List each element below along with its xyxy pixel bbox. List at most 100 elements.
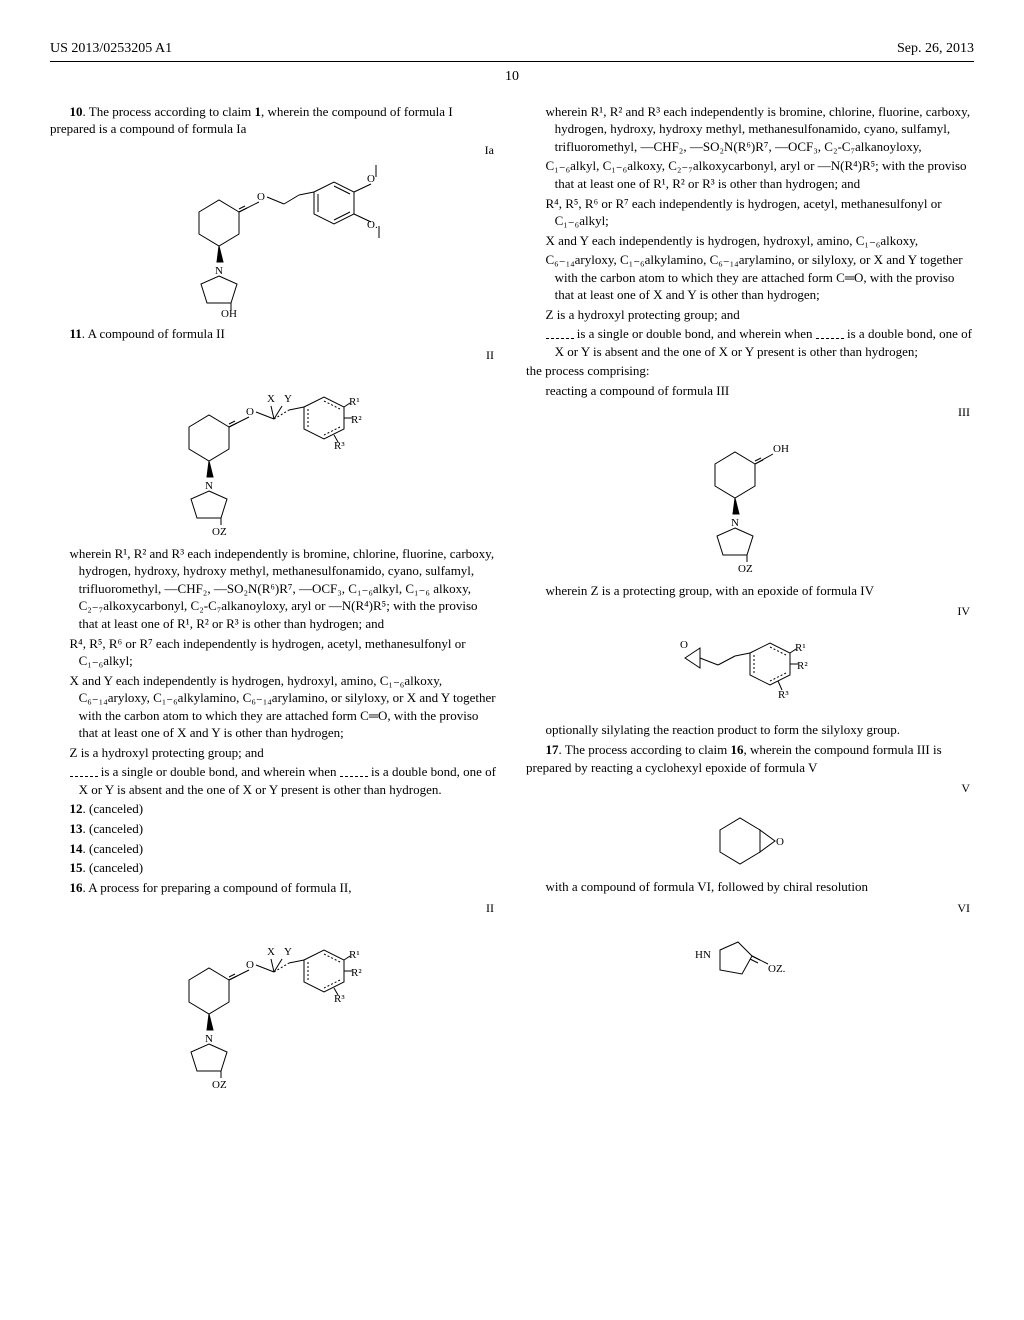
molecule-icon: O X Y R¹ — [154, 367, 394, 537]
claim-number: 10 — [70, 104, 83, 119]
xy-right: X and Y each independently is hydrogen, … — [546, 232, 975, 250]
canceled: . (canceled) — [83, 821, 144, 836]
molecule-icon: O X Y R¹ R² — [154, 920, 394, 1090]
molecule-icon: OH N OZ — [675, 424, 825, 574]
claim-13: 13. (canceled) — [50, 820, 498, 838]
claim-number: 17 — [546, 742, 559, 757]
c-text: C₁₋₆alkyl, C₁₋₆alkoxy, C₂₋₇alkoxycarbony… — [546, 157, 975, 192]
claim-number: 14 — [70, 841, 83, 856]
claim-text: . The process according to claim — [83, 104, 255, 119]
claim-number: 11 — [70, 326, 82, 341]
page-header: US 2013/0253205 A1 Sep. 26, 2013 — [50, 40, 974, 62]
svg-text:OZ.: OZ. — [768, 963, 786, 975]
structure-VI: HN OZ. — [526, 920, 974, 990]
claim-ref: 16 — [730, 742, 743, 757]
dashed-bond-icon — [816, 331, 844, 339]
formula-label-II: II — [50, 347, 494, 363]
svg-text:OZ: OZ — [738, 563, 753, 574]
svg-text:O.: O. — [367, 219, 378, 231]
svg-text:N: N — [731, 517, 739, 529]
svg-text:R²: R² — [351, 414, 362, 426]
svg-text:R³: R³ — [334, 993, 345, 1005]
with-vi-text: with a compound of formula VI, followed … — [546, 878, 975, 896]
svg-text:X: X — [267, 393, 275, 405]
formula-label-IV: IV — [526, 603, 970, 619]
structure-II-a: O X Y R¹ — [50, 367, 498, 537]
bond-a: is a single or double bond, and wherein … — [98, 764, 340, 779]
claim-text: . The process according to claim — [559, 742, 731, 757]
r4-right: R⁴, R⁵, R⁶ or R⁷ each independently is h… — [546, 195, 975, 230]
two-column-layout: 10. The process according to claim 1, wh… — [50, 103, 974, 1099]
svg-text:O: O — [776, 836, 784, 848]
claim-text: . A compound of formula II — [82, 326, 225, 341]
patent-page: US 2013/0253205 A1 Sep. 26, 2013 10 10. … — [0, 0, 1024, 1128]
claim-17: 17. The process according to claim 16, w… — [526, 741, 974, 776]
molecule-icon: O O O. — [159, 162, 389, 317]
structure-V: O — [526, 800, 974, 870]
reacting-text: reacting a compound of formula III — [546, 382, 975, 400]
molecule-icon: O — [690, 800, 810, 870]
claim-16: 16. A process for preparing a compound o… — [50, 879, 498, 897]
canceled: . (canceled) — [83, 841, 144, 856]
svg-text:R²: R² — [797, 660, 808, 672]
claim-14: 14. (canceled) — [50, 840, 498, 858]
svg-text:N: N — [215, 265, 223, 277]
svg-text:R¹: R¹ — [795, 642, 806, 654]
svg-text:Y: Y — [284, 946, 292, 958]
dashed-bond-icon — [70, 769, 98, 777]
silylating-text: optionally silylating the reaction produ… — [546, 721, 975, 739]
svg-text:HN: HN — [695, 949, 711, 961]
z-right: Z is a hydroxyl protecting group; and — [546, 306, 975, 324]
page-number: 10 — [50, 68, 974, 87]
svg-text:OH: OH — [221, 308, 237, 317]
canceled: . (canceled) — [83, 860, 144, 875]
svg-text:R¹: R¹ — [349, 949, 360, 961]
claim-12: 12. (canceled) — [50, 800, 498, 818]
molecule-icon: O R¹ R² R³ — [660, 623, 840, 713]
claim-number: 13 — [70, 821, 83, 836]
bond-text: is a single or double bond, and wherein … — [70, 763, 499, 798]
svg-text:OH: OH — [773, 443, 789, 455]
svg-text:R³: R³ — [334, 440, 345, 452]
wherein-r-text: wherein R¹, R² and R³ each independently… — [70, 545, 499, 633]
c6-text: C₆₋₁₄aryloxy, C₁₋₆alkylamino, C₆₋₁₄aryla… — [546, 251, 975, 304]
svg-text:R³: R³ — [778, 689, 789, 701]
xy-text: X and Y each independently is hydrogen, … — [70, 672, 499, 742]
formula-label-Ia: Ia — [50, 142, 494, 158]
publication-date: Sep. 26, 2013 — [897, 40, 974, 59]
wherein-r-right: wherein R¹, R² and R³ each independently… — [546, 103, 975, 156]
wherein-z: wherein Z is a protecting group, with an… — [546, 582, 975, 600]
claim-11: 11. A compound of formula II — [50, 325, 498, 343]
right-column: wherein R¹, R² and R³ each independently… — [526, 103, 974, 1099]
publication-number: US 2013/0253205 A1 — [50, 40, 172, 59]
svg-text:R¹: R¹ — [349, 396, 360, 408]
svg-text:X: X — [267, 946, 275, 958]
r4-text: R⁴, R⁵, R⁶ or R⁷ each independently is h… — [70, 635, 499, 670]
left-column: 10. The process according to claim 1, wh… — [50, 103, 498, 1099]
svg-text:O: O — [680, 639, 688, 651]
svg-text:OZ: OZ — [212, 526, 227, 537]
z-text: Z is a hydroxyl protecting group; and — [70, 744, 499, 762]
svg-text:N: N — [205, 480, 213, 492]
svg-text:R²: R² — [351, 967, 362, 979]
svg-text:OZ: OZ — [212, 1079, 227, 1090]
structure-III: OH N OZ — [526, 424, 974, 574]
claim-number: 15 — [70, 860, 83, 875]
claim-number: 16 — [70, 880, 83, 895]
claim-10: 10. The process according to claim 1, wh… — [50, 103, 498, 138]
svg-text:O: O — [246, 406, 254, 418]
formula-label-VI: VI — [526, 900, 970, 916]
molecule-icon: HN OZ. — [680, 920, 820, 990]
svg-text:O: O — [257, 191, 265, 203]
dashed-bond-icon — [546, 331, 574, 339]
formula-label-III: III — [526, 404, 970, 420]
formula-label-II-b: II — [50, 900, 494, 916]
svg-text:O: O — [367, 173, 375, 185]
dashed-bond-icon — [340, 769, 368, 777]
structure-IV: O R¹ R² R³ — [526, 623, 974, 713]
svg-text:O: O — [246, 959, 254, 971]
structure-II-b: O X Y R¹ R² — [50, 920, 498, 1090]
process-text: the process comprising: — [526, 362, 974, 380]
bond-a: is a single or double bond, and wherein … — [574, 326, 816, 341]
structure-Ia: O O O. — [50, 162, 498, 317]
